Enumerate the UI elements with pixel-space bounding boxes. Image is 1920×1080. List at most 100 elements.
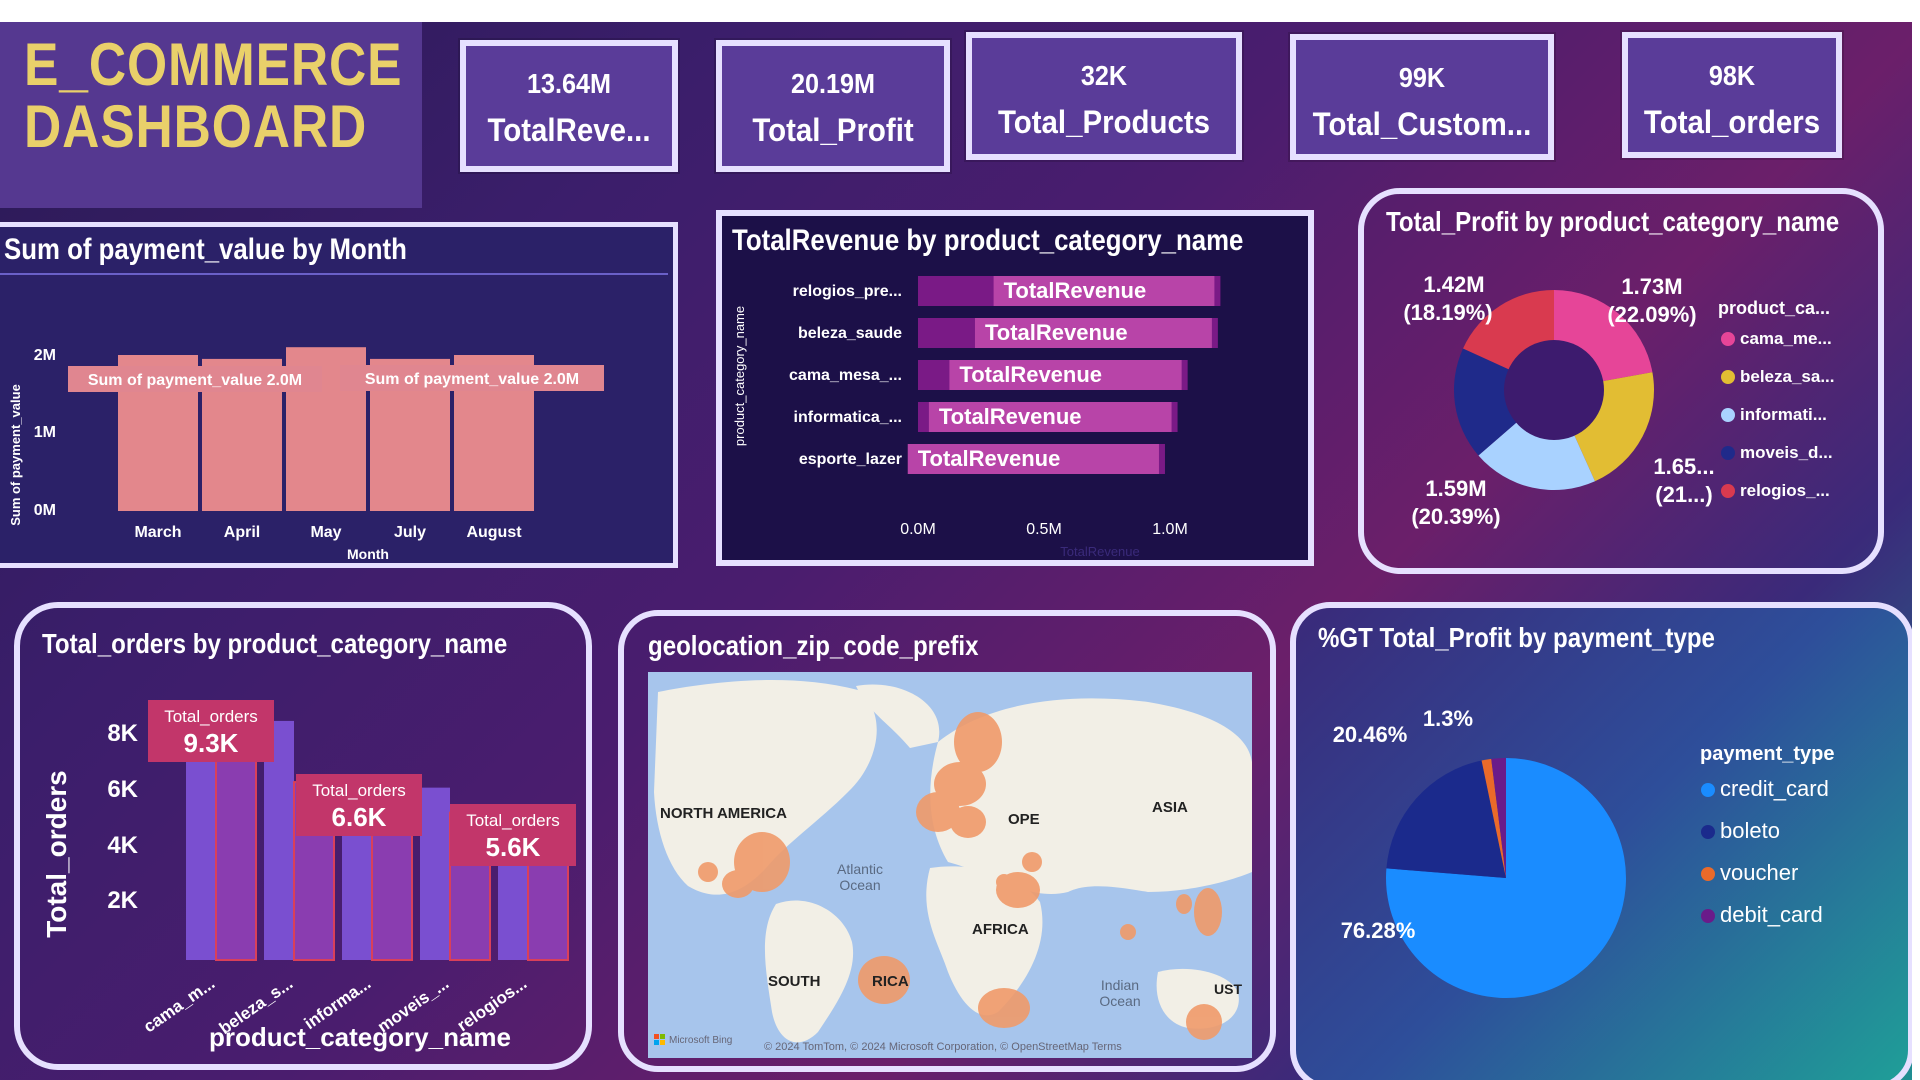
legend-swatch: [1701, 825, 1715, 839]
map-label-asia: ASIA: [1152, 799, 1188, 816]
map-label-ocean: Ocean: [1099, 993, 1140, 1009]
orders-by-category-panel[interactable]: Total_orders by product_category_name To…: [14, 602, 592, 1070]
data-label: (22.09%): [1607, 302, 1696, 327]
eurasia-land: [930, 698, 1252, 895]
y-axis-label: product_category_name: [732, 306, 747, 446]
donut-slice: [1454, 348, 1554, 456]
y-axis-label: Sum of payment_value: [8, 384, 23, 526]
x-tick: August: [466, 524, 522, 541]
map-label-ocean: Atlantic: [837, 861, 883, 877]
kpi-card-total-products[interactable]: 32K Total_Products: [966, 32, 1242, 160]
kpi-card-total-orders[interactable]: 98K Total_orders: [1622, 32, 1842, 158]
chart-title: Total_Profit by product_category_name: [1386, 206, 1840, 237]
x-tick: cama_m...: [140, 974, 218, 1037]
y-tick: 2K: [107, 887, 138, 914]
payment-value-bar-chart: Sum of payment_value 0M 1M 2M March April…: [8, 347, 604, 562]
legend-swatch: [1701, 909, 1715, 923]
x-tick: July: [394, 524, 426, 541]
y-tick: esporte_lazer: [799, 451, 902, 468]
legend-swatch: [1721, 484, 1735, 498]
kpi-value: 32K: [1080, 60, 1128, 91]
y-tick: beleza_saude: [798, 325, 902, 342]
legend-swatch: [1721, 370, 1735, 384]
bar: [420, 787, 450, 960]
kpi-card-total-profit[interactable]: 20.19M Total_Profit: [716, 40, 950, 172]
bar-label: TotalRevenue: [918, 446, 1061, 471]
data-label: 76.28%: [1341, 918, 1416, 943]
kpi-value: 99K: [1398, 62, 1446, 93]
x-axis-label: product_category_name: [209, 1022, 511, 1052]
data-label: (18.19%): [1403, 300, 1492, 325]
callout-label: Total_orders: [312, 781, 406, 800]
title-divider: [0, 273, 668, 275]
kpi-card-total-revenue[interactable]: 13.64M TotalReve...: [460, 40, 678, 172]
x-tick: 1.0M: [1152, 521, 1188, 538]
map-label-ocean: Indian: [1101, 977, 1139, 993]
bar-label-box: [907, 444, 1159, 474]
microsoft-logo-icon: [660, 1040, 665, 1045]
callout-label: Total_orders: [164, 707, 258, 726]
bar-label: TotalRevenue: [959, 362, 1102, 387]
bar-label: TotalRevenue: [1004, 278, 1147, 303]
microsoft-logo-icon: [654, 1034, 659, 1039]
y-tick: 4K: [107, 832, 138, 859]
kpi-label: Total_Profit: [752, 112, 914, 148]
data-label: 1.65...: [1653, 454, 1714, 479]
y-tick: relogios_pre...: [793, 283, 902, 300]
revenue-by-category-panel[interactable]: TotalRevenue by product_category_name pr…: [716, 210, 1314, 566]
legend-item: informati...: [1740, 405, 1827, 424]
data-label: 1.59M: [1425, 476, 1486, 501]
orders-bar-chart: Total_orders 2K 4K 6K 8K Total_orders 9.3…: [41, 700, 576, 1052]
callout-value: 6.6K: [332, 802, 387, 832]
legend-title: product_ca...: [1718, 298, 1830, 318]
map-label-north-america: NORTH AMERICA: [660, 805, 787, 822]
callout-value: 5.6K: [486, 832, 541, 862]
map-attribution: © 2024 TomTom, © 2024 Microsoft Corporat…: [764, 1041, 1122, 1053]
data-label: Sum of payment_value 2.0M: [88, 372, 302, 389]
data-label-box: [340, 365, 604, 391]
callout-label: Total_orders: [466, 811, 560, 830]
chart-title: TotalRevenue by product_category_name: [732, 224, 1244, 257]
dashboard-title-line1: E_COMMERCE: [24, 31, 403, 98]
dashboard-title-line2: DASHBOARD: [24, 93, 368, 160]
x-tick: April: [224, 524, 260, 541]
bar-label: TotalRevenue: [985, 320, 1128, 345]
legend-swatch: [1721, 446, 1735, 460]
microsoft-logo-icon: [660, 1034, 665, 1039]
y-tick: 1M: [34, 424, 56, 441]
revenue-horizontal-bar-chart: product_category_name relogios_pre... Tot…: [732, 276, 1221, 559]
y-tick: 8K: [107, 720, 138, 747]
x-tick: May: [310, 524, 341, 541]
y-tick: cama_mesa_...: [789, 367, 902, 384]
map-label-australia: UST: [1214, 981, 1242, 997]
world-map[interactable]: NORTH AMERICA OPE ASIA AFRICA SOUTH RICA…: [648, 672, 1252, 1058]
donut-slice: [1478, 390, 1595, 490]
profit-donut-panel[interactable]: Total_Profit by product_category_name 1.…: [1358, 188, 1884, 574]
map-label-south-america: RICA: [872, 973, 909, 990]
pie-slice: [1491, 758, 1506, 878]
kpi-card-total-customers[interactable]: 99K Total_Custom...: [1290, 34, 1554, 160]
bar-label-box: [928, 402, 1172, 432]
y-tick: informatica_...: [794, 409, 902, 426]
geolocation-map-panel[interactable]: geolocation_zip_code_prefix: [618, 610, 1276, 1072]
kpi-value: 13.64M: [526, 68, 612, 99]
donut-hole: [1504, 340, 1604, 440]
kpi-label: Total_orders: [1643, 104, 1821, 140]
chart-title: Sum of payment_value by Month: [4, 233, 407, 266]
payment-value-chart-panel[interactable]: Sum of payment_value by Month Sum of pay…: [0, 222, 678, 568]
map-label-south-america: SOUTH: [768, 973, 821, 990]
payment-type-pie-chart: 76.28% 20.46% 1.3% payment_type credit_c…: [1333, 706, 1835, 998]
legend-swatch: [1701, 783, 1715, 797]
payment-type-pie-panel[interactable]: %GT Total_Profit by payment_type 76.28% …: [1290, 602, 1912, 1080]
pie-slice: [1481, 758, 1506, 878]
data-label: 1.73M: [1621, 274, 1682, 299]
callout-box: [296, 774, 422, 836]
y-tick: 0M: [34, 502, 56, 519]
map-brand: Microsoft Bing: [669, 1035, 732, 1046]
greenland-land: [856, 684, 940, 748]
data-label: (21...): [1655, 482, 1712, 507]
x-tick: 0.0M: [900, 521, 936, 538]
data-label: (20.39%): [1411, 504, 1500, 529]
callout-value: 9.3K: [184, 728, 239, 758]
legend-swatch: [1721, 408, 1735, 422]
